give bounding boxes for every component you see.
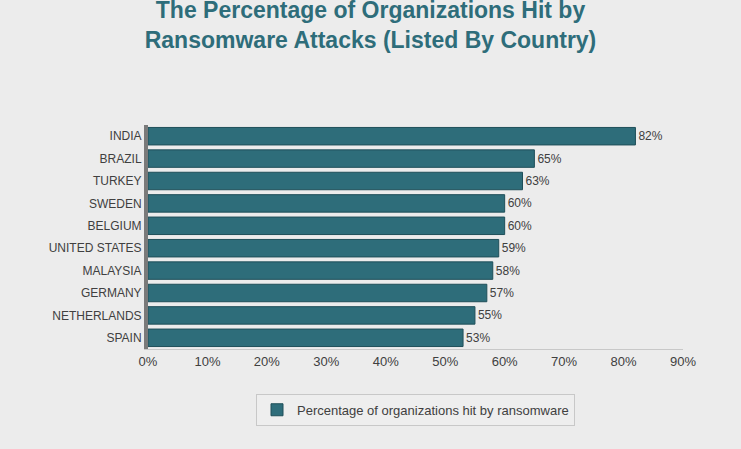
svg-text:BRAZIL: BRAZIL (100, 152, 142, 166)
svg-text:SWEDEN: SWEDEN (89, 197, 142, 211)
svg-text:MALAYSIA: MALAYSIA (82, 264, 141, 278)
svg-text:TURKEY: TURKEY (93, 174, 142, 188)
svg-text:55%: 55% (478, 308, 502, 322)
svg-text:INDIA: INDIA (110, 129, 142, 143)
svg-text:40%: 40% (373, 354, 399, 369)
svg-text:58%: 58% (496, 264, 520, 278)
svg-text:Percentage of organizations hi: Percentage of organizations hit by ranso… (297, 403, 569, 418)
svg-text:80%: 80% (611, 354, 637, 369)
svg-text:60%: 60% (492, 354, 518, 369)
svg-text:82%: 82% (638, 129, 662, 143)
svg-text:SPAIN: SPAIN (106, 331, 141, 345)
svg-text:70%: 70% (551, 354, 577, 369)
svg-text:60%: 60% (508, 196, 532, 210)
svg-text:59%: 59% (502, 241, 526, 255)
svg-text:20%: 20% (254, 354, 280, 369)
svg-text:BELGIUM: BELGIUM (88, 219, 142, 233)
svg-text:65%: 65% (537, 152, 561, 166)
svg-text:30%: 30% (313, 354, 339, 369)
svg-text:The Percentage of Organization: The Percentage of Organizations Hit byRa… (145, 0, 597, 53)
svg-text:50%: 50% (432, 354, 458, 369)
svg-text:90%: 90% (670, 354, 696, 369)
svg-text:53%: 53% (466, 331, 490, 345)
svg-text:0%: 0% (139, 354, 158, 369)
svg-text:NETHERLANDS: NETHERLANDS (52, 309, 141, 323)
svg-text:10%: 10% (194, 354, 220, 369)
svg-text:GERMANY: GERMANY (81, 286, 142, 300)
svg-text:UNITED STATES: UNITED STATES (49, 241, 142, 255)
svg-text:63%: 63% (526, 174, 550, 188)
svg-text:57%: 57% (490, 286, 514, 300)
svg-text:60%: 60% (508, 219, 532, 233)
